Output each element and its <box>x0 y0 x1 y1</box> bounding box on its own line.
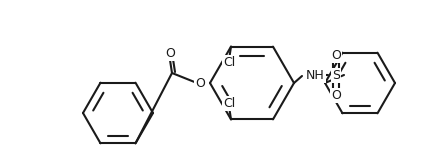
Text: S: S <box>332 68 340 81</box>
Text: O: O <box>165 46 175 59</box>
Text: Cl: Cl <box>223 56 235 69</box>
Text: O: O <box>331 89 341 102</box>
Text: Cl: Cl <box>223 97 235 110</box>
Text: NH: NH <box>306 68 325 81</box>
Text: O: O <box>331 48 341 61</box>
Text: O: O <box>195 76 205 90</box>
